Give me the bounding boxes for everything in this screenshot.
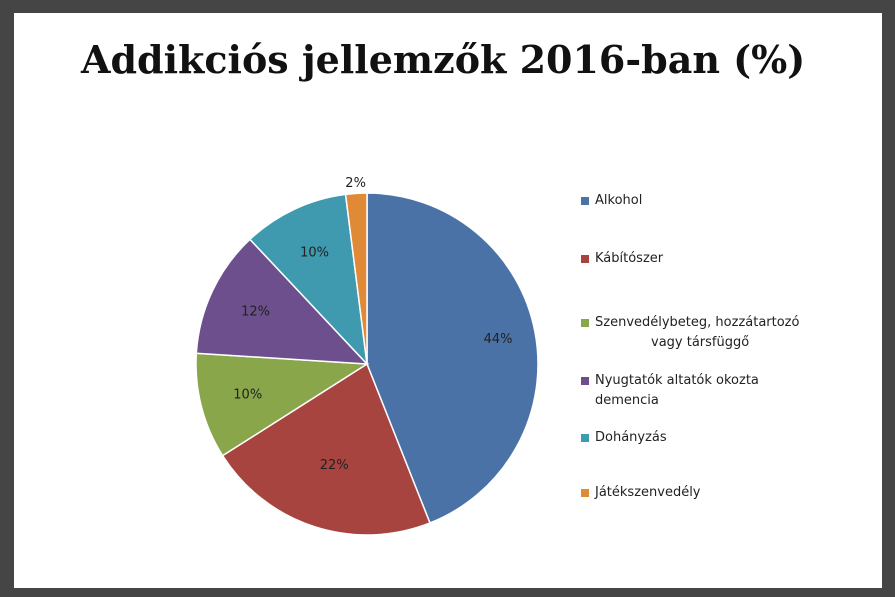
legend-swatch [581,489,589,497]
data-label-5: 10% [300,246,329,261]
pie-slice-1 [366,192,539,524]
pie-slice-2 [221,362,431,536]
legend-label: Játékszenvedély [595,483,701,503]
legend-label-line1: Kábítószer [595,251,664,266]
legend-swatch [581,197,589,205]
legend-swatch [581,434,589,442]
data-label-3: 10% [233,388,262,403]
legend-label: Nyugtatók altatók okozta demencia [595,371,759,411]
legend-label-line2: demencia [595,393,659,408]
pie-slice-3 [195,352,370,457]
legend-label-line1: Alkohol [595,193,643,208]
legend-swatch [581,377,589,385]
data-label-6: 2% [345,176,366,191]
legend-swatch [581,319,589,327]
pie-slice-5 [248,193,369,367]
legend-label: Kábítószer [595,249,663,269]
chart-title: Addikciós jellemzők 2016-ban (%) [81,37,806,82]
legend-label-line1: Nyugtatók altatók okozta [595,373,759,388]
legend-label: Alkohol [595,191,642,211]
data-label-2: 22% [320,458,349,473]
pie-slice-6 [344,192,368,365]
legend-label: Dohányzás [595,428,667,448]
legend-swatch [581,255,589,263]
data-label-1: 44% [484,332,513,347]
pie-slice-4 [195,238,369,365]
legend-label-line2: vagy társfüggő [651,335,750,350]
data-label-4: 12% [241,305,270,320]
legend-label-line1: Játékszenvedély [595,485,701,500]
legend-label: Szenvedélybeteg, hozzátartozó vagy társfü… [595,313,799,353]
legend-label-line1: Szenvedélybeteg, hozzátartozó [595,315,800,330]
legend-label-line1: Dohányzás [595,430,667,445]
